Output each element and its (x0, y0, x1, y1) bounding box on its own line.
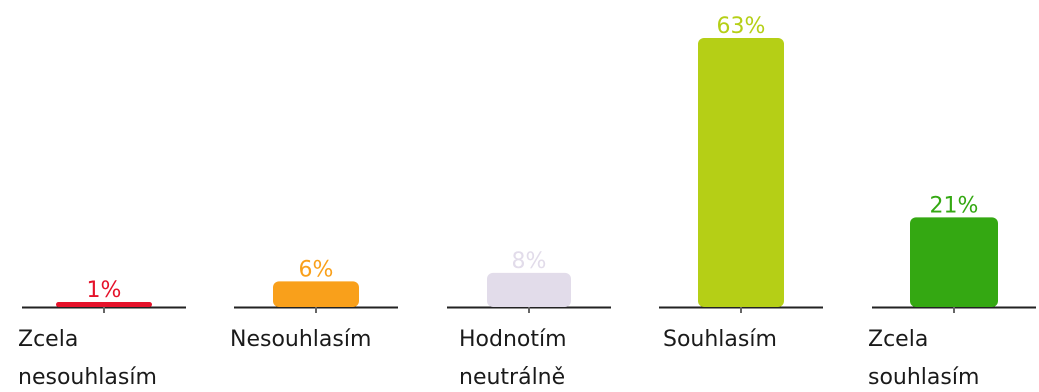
bar-3 (487, 272, 571, 307)
category-label-3-line-2: neutrálně (459, 365, 565, 390)
category-label-3-line-1: Hodnotím (459, 327, 567, 352)
category-labels: Zcela nesouhlasím Nesouhlasím Hodnotím neutr… (18, 327, 979, 390)
category-label-1-line-2: nesouhlasím (18, 365, 157, 390)
category-label-1-line-1: Zcela (18, 327, 78, 352)
bar-1 (56, 302, 152, 307)
bar-4 (698, 38, 784, 307)
axes (22, 306, 1036, 313)
bars (56, 38, 998, 307)
value-label-1: 1% (87, 278, 122, 303)
category-label-4-line-1: Souhlasím (663, 327, 777, 352)
value-labels: 1% 6% 8% 63% 21% (87, 14, 979, 303)
category-label-2-line-1: Nesouhlasím (230, 327, 371, 352)
value-label-3: 8% (512, 249, 547, 274)
bar-2 (273, 281, 359, 307)
value-label-4: 63% (717, 14, 766, 39)
bar-5 (910, 217, 998, 307)
value-label-2: 6% (299, 257, 334, 282)
category-label-5-line-1: Zcela (868, 327, 928, 352)
category-label-5-line-2: souhlasím (868, 365, 979, 390)
value-label-5: 21% (930, 193, 979, 218)
